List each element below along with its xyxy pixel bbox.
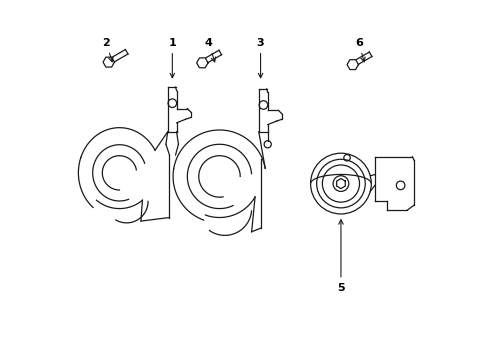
Text: 2: 2 xyxy=(102,38,113,62)
Text: 5: 5 xyxy=(336,220,344,293)
Text: 1: 1 xyxy=(168,38,176,78)
Text: 4: 4 xyxy=(204,38,215,62)
Text: 6: 6 xyxy=(354,38,365,62)
Text: 3: 3 xyxy=(256,38,264,78)
